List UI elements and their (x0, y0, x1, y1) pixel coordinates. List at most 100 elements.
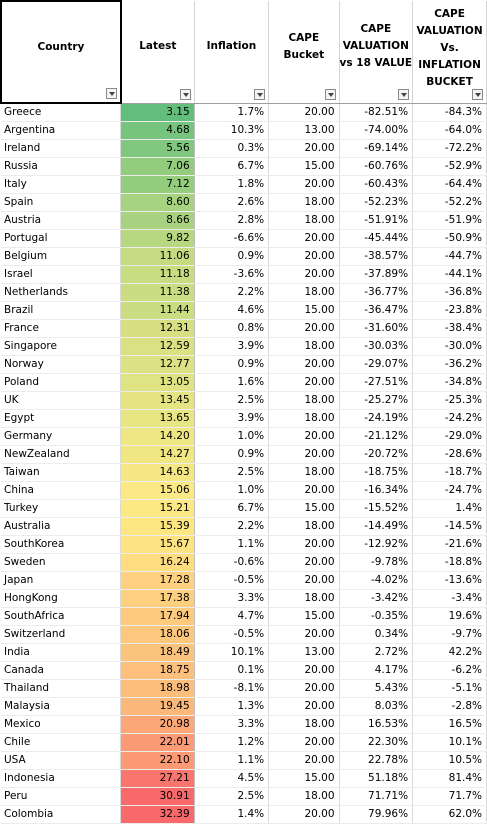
cell-valuation-vs-inflation[interactable]: -72.2% (412, 139, 487, 158)
cell-cape-bucket[interactable]: 18.00 (268, 787, 340, 806)
cell-country[interactable]: Brazil (1, 301, 122, 320)
cell-inflation[interactable]: 1.2% (194, 733, 270, 752)
header-country[interactable]: Country (0, 0, 122, 104)
cell-country[interactable]: Israel (1, 265, 122, 284)
filter-dropdown-icon[interactable] (472, 88, 483, 100)
cell-valuation-vs-18[interactable]: -45.44% (339, 229, 414, 248)
cell-valuation-vs-18[interactable]: 16.53% (339, 715, 414, 734)
cell-cape-bucket[interactable]: 13.00 (268, 643, 340, 662)
cell-cape-bucket[interactable]: 18.00 (268, 715, 340, 734)
cell-valuation-vs-18[interactable]: -9.78% (339, 553, 414, 572)
cell-latest[interactable]: 19.45 (120, 697, 195, 716)
cell-cape-bucket[interactable]: 20.00 (268, 661, 340, 680)
cell-country[interactable]: Singapore (1, 337, 122, 356)
cell-inflation[interactable]: 1.7% (194, 103, 270, 122)
cell-country[interactable]: Colombia (1, 805, 122, 824)
cell-cape-bucket[interactable]: 15.00 (268, 769, 340, 788)
cell-valuation-vs-inflation[interactable]: -84.3% (412, 103, 487, 122)
table-row[interactable]: HongKong 17.38 3.3% 18.00 -3.42% -3.4% (1, 589, 487, 608)
cell-country[interactable]: Portugal (1, 229, 122, 248)
cell-country[interactable]: Switzerland (1, 625, 122, 644)
cell-inflation[interactable]: 1.1% (194, 751, 270, 770)
cell-valuation-vs-inflation[interactable]: -52.2% (412, 193, 487, 212)
cell-inflation[interactable]: 2.2% (194, 283, 270, 302)
cell-inflation[interactable]: 0.9% (194, 355, 270, 374)
cell-valuation-vs-inflation[interactable]: -28.6% (412, 445, 487, 464)
cell-valuation-vs-inflation[interactable]: -6.2% (412, 661, 487, 680)
table-row[interactable]: Indonesia 27.21 4.5% 15.00 51.18% 81.4% (1, 769, 487, 788)
cell-valuation-vs-18[interactable]: -3.42% (339, 589, 414, 608)
table-row[interactable]: Canada 18.75 0.1% 20.00 4.17% -6.2% (1, 661, 487, 680)
cell-inflation[interactable]: -0.6% (194, 553, 270, 572)
cell-valuation-vs-inflation[interactable]: -51.9% (412, 211, 487, 230)
cell-valuation-vs-18[interactable]: -12.92% (339, 535, 414, 554)
cell-inflation[interactable]: 10.1% (194, 643, 270, 662)
cell-valuation-vs-inflation[interactable]: -25.3% (412, 391, 487, 410)
cell-valuation-vs-inflation[interactable]: -2.8% (412, 697, 487, 716)
cell-latest[interactable]: 17.38 (120, 589, 195, 608)
cell-cape-bucket[interactable]: 20.00 (268, 697, 340, 716)
table-row[interactable]: USA 22.10 1.1% 20.00 22.78% 10.5% (1, 751, 487, 770)
table-row[interactable]: Chile 22.01 1.2% 20.00 22.30% 10.1% (1, 733, 487, 752)
cell-latest[interactable]: 9.82 (120, 229, 195, 248)
cell-valuation-vs-inflation[interactable]: -18.7% (412, 463, 487, 482)
table-row[interactable]: Australia 15.39 2.2% 18.00 -14.49% -14.5… (1, 517, 487, 536)
cell-valuation-vs-inflation[interactable]: 19.6% (412, 607, 487, 626)
cell-latest[interactable]: 17.28 (120, 571, 195, 590)
cell-cape-bucket[interactable]: 18.00 (268, 391, 340, 410)
cell-inflation[interactable]: -6.6% (194, 229, 270, 248)
cell-inflation[interactable]: 0.1% (194, 661, 270, 680)
cell-country[interactable]: Sweden (1, 553, 122, 572)
cell-inflation[interactable]: 3.9% (194, 409, 270, 428)
cell-country[interactable]: India (1, 643, 122, 662)
cell-valuation-vs-18[interactable]: -24.19% (339, 409, 414, 428)
table-row[interactable]: Israel 11.18 -3.6% 20.00 -37.89% -44.1% (1, 265, 487, 284)
cell-latest[interactable]: 14.63 (120, 463, 195, 482)
table-row[interactable]: Malaysia 19.45 1.3% 20.00 8.03% -2.8% (1, 697, 487, 716)
cell-latest[interactable]: 14.27 (120, 445, 195, 464)
cell-inflation[interactable]: 10.3% (194, 121, 270, 140)
cell-valuation-vs-inflation[interactable]: -36.8% (412, 283, 487, 302)
cell-latest[interactable]: 18.49 (120, 643, 195, 662)
cell-latest[interactable]: 20.98 (120, 715, 195, 734)
cell-country[interactable]: Ireland (1, 139, 122, 158)
cell-cape-bucket[interactable]: 20.00 (268, 445, 340, 464)
cell-inflation[interactable]: 1.3% (194, 697, 270, 716)
cell-inflation[interactable]: 6.7% (194, 499, 270, 518)
cell-valuation-vs-18[interactable]: -15.52% (339, 499, 414, 518)
cell-valuation-vs-18[interactable]: -14.49% (339, 517, 414, 536)
header-cape-bucket[interactable]: CAPE Bucket (268, 1, 340, 104)
table-row[interactable]: Belgium 11.06 0.9% 20.00 -38.57% -44.7% (1, 247, 487, 266)
cell-valuation-vs-inflation[interactable]: -29.0% (412, 427, 487, 446)
cell-valuation-vs-18[interactable]: -36.77% (339, 283, 414, 302)
cell-valuation-vs-18[interactable]: -37.89% (339, 265, 414, 284)
cell-latest[interactable]: 4.68 (120, 121, 195, 140)
cell-cape-bucket[interactable]: 18.00 (268, 589, 340, 608)
cell-valuation-vs-18[interactable]: -4.02% (339, 571, 414, 590)
cell-country[interactable]: Thailand (1, 679, 122, 698)
cell-latest[interactable]: 30.91 (120, 787, 195, 806)
cell-cape-bucket[interactable]: 20.00 (268, 247, 340, 266)
cell-cape-bucket[interactable]: 20.00 (268, 139, 340, 158)
table-row[interactable]: Peru 30.91 2.5% 18.00 71.71% 71.7% (1, 787, 487, 806)
cell-country[interactable]: France (1, 319, 122, 338)
cell-valuation-vs-inflation[interactable]: -36.2% (412, 355, 487, 374)
cell-valuation-vs-18[interactable]: 5.43% (339, 679, 414, 698)
cell-cape-bucket[interactable]: 20.00 (268, 103, 340, 122)
cell-valuation-vs-18[interactable]: -25.27% (339, 391, 414, 410)
cell-country[interactable]: Peru (1, 787, 122, 806)
cell-valuation-vs-18[interactable]: -30.03% (339, 337, 414, 356)
filter-dropdown-icon[interactable] (324, 88, 336, 100)
cell-valuation-vs-18[interactable]: -27.51% (339, 373, 414, 392)
table-row[interactable]: Netherlands 11.38 2.2% 18.00 -36.77% -36… (1, 283, 487, 302)
cell-latest[interactable]: 3.15 (120, 103, 195, 122)
filter-dropdown-icon[interactable] (254, 88, 266, 100)
filter-dropdown-icon[interactable] (105, 88, 117, 99)
cell-country[interactable]: SouthAfrica (1, 607, 122, 626)
cell-inflation[interactable]: 2.5% (194, 463, 270, 482)
cell-latest[interactable]: 15.21 (120, 499, 195, 518)
table-row[interactable]: NewZealand 14.27 0.9% 20.00 -20.72% -28.… (1, 445, 487, 464)
cell-valuation-vs-18[interactable]: -52.23% (339, 193, 414, 212)
cell-cape-bucket[interactable]: 20.00 (268, 679, 340, 698)
cell-cape-bucket[interactable]: 20.00 (268, 319, 340, 338)
